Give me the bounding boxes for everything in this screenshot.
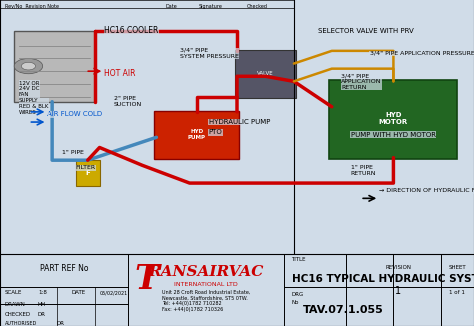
Text: T: T (134, 263, 159, 296)
Text: PTO: PTO (209, 129, 222, 135)
Text: 3/4" PIPE
APPLICATION
RETURN: 3/4" PIPE APPLICATION RETURN (341, 73, 382, 90)
Text: 2" PIPE
SUCTION: 2" PIPE SUCTION (114, 96, 142, 107)
Text: 05/02/2021: 05/02/2021 (100, 290, 128, 295)
Text: 1" PIPE: 1" PIPE (62, 150, 83, 155)
Text: PUMP WITH HYD MOTOR: PUMP WITH HYD MOTOR (351, 132, 436, 138)
Text: AIR FLOW COLD: AIR FLOW COLD (47, 111, 102, 117)
Text: Rev/No  Revision Note: Rev/No Revision Note (5, 4, 59, 9)
Text: Checked: Checked (246, 4, 267, 9)
Text: TITLE: TITLE (292, 258, 306, 262)
Text: 12V OR
24V DC
FAN: 12V OR 24V DC FAN (19, 81, 39, 97)
FancyBboxPatch shape (235, 50, 296, 98)
Text: HYDRAULIC PUMP: HYDRAULIC PUMP (209, 119, 270, 125)
Text: SCALE: SCALE (5, 290, 22, 295)
Text: HOT AIR: HOT AIR (104, 69, 136, 78)
Text: AUTHORISED: AUTHORISED (5, 320, 37, 326)
Text: HH: HH (38, 302, 46, 307)
Text: DR: DR (38, 312, 46, 317)
Text: F: F (85, 170, 90, 176)
Text: VALVE: VALVE (257, 71, 274, 76)
Text: Unit 28 Croft Road Industrial Estate,
Newcastle, Staffordshire, ST5 0TW.
Tel: +4: Unit 28 Croft Road Industrial Estate, Ne… (162, 290, 250, 312)
Text: 1: 1 (395, 286, 401, 296)
Text: DRG: DRG (292, 292, 304, 297)
Text: INTERNATIONAL LTD: INTERNATIONAL LTD (174, 282, 238, 287)
Text: DATE: DATE (71, 290, 85, 295)
Text: → DIRECTION OF HYDRAULIC FLOW: → DIRECTION OF HYDRAULIC FLOW (379, 188, 474, 193)
Text: REVISION: REVISION (385, 265, 411, 270)
Text: DR: DR (57, 320, 65, 326)
Text: SUPPLY
RED & BLK
WIRES: SUPPLY RED & BLK WIRES (19, 98, 48, 115)
Text: PART REF No: PART REF No (40, 264, 88, 273)
FancyBboxPatch shape (329, 80, 457, 159)
Text: HC16 COOLER: HC16 COOLER (104, 26, 159, 35)
Text: 1 of 1: 1 of 1 (449, 290, 465, 295)
Circle shape (21, 62, 36, 70)
FancyBboxPatch shape (76, 160, 100, 185)
Text: 1" PIPE
RETURN: 1" PIPE RETURN (351, 165, 376, 176)
Text: DRAWN: DRAWN (5, 302, 26, 307)
Text: SHEET: SHEET (448, 265, 466, 270)
Text: SELECTOR VALVE WITH PRV: SELECTOR VALVE WITH PRV (318, 27, 413, 34)
Text: Signature: Signature (199, 4, 223, 9)
Text: Date: Date (166, 4, 178, 9)
Text: HC16 TYPICAL HYDRAULIC SYSTEM: HC16 TYPICAL HYDRAULIC SYSTEM (292, 274, 474, 284)
Text: CHECKED: CHECKED (5, 312, 31, 317)
Text: 3/4" PIPE
SYSTEM PRESSURE: 3/4" PIPE SYSTEM PRESSURE (180, 48, 239, 59)
Text: No: No (292, 301, 299, 305)
Text: TAV.07.1.055: TAV.07.1.055 (303, 305, 384, 315)
Text: 3/4" PIPE APPLICATION PRESSURE: 3/4" PIPE APPLICATION PRESSURE (370, 51, 474, 56)
Text: FILTER: FILTER (76, 165, 96, 170)
Text: RANSAIRVAC: RANSAIRVAC (148, 265, 264, 279)
FancyBboxPatch shape (14, 31, 95, 102)
Text: 1:8: 1:8 (38, 290, 47, 295)
Text: HYD
PUMP: HYD PUMP (188, 129, 206, 140)
FancyBboxPatch shape (154, 111, 239, 159)
Circle shape (14, 58, 43, 74)
Text: HYD
MOTOR: HYD MOTOR (379, 112, 408, 125)
